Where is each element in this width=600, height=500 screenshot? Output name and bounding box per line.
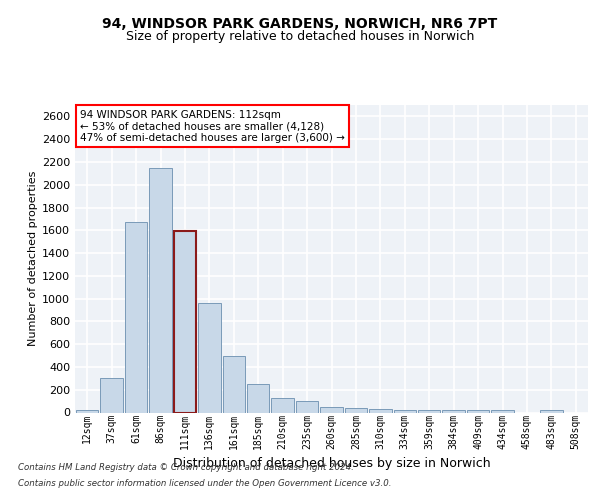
Text: 94 WINDSOR PARK GARDENS: 112sqm
← 53% of detached houses are smaller (4,128)
47%: 94 WINDSOR PARK GARDENS: 112sqm ← 53% of… <box>80 110 345 143</box>
Text: Size of property relative to detached houses in Norwich: Size of property relative to detached ho… <box>126 30 474 43</box>
Bar <box>247 384 269 412</box>
Y-axis label: Number of detached properties: Number of detached properties <box>28 171 38 346</box>
Bar <box>394 410 416 412</box>
Bar <box>467 410 490 412</box>
Bar <box>418 410 440 412</box>
Bar <box>442 410 465 412</box>
Text: Contains HM Land Registry data © Crown copyright and database right 2024.: Contains HM Land Registry data © Crown c… <box>18 464 354 472</box>
Bar <box>198 303 221 412</box>
Bar <box>491 410 514 412</box>
Text: Contains public sector information licensed under the Open Government Licence v3: Contains public sector information licen… <box>18 478 392 488</box>
Bar <box>271 398 294 412</box>
Bar <box>76 410 98 412</box>
Bar <box>223 356 245 412</box>
Bar <box>369 409 392 412</box>
Bar <box>125 222 148 412</box>
Bar <box>344 408 367 412</box>
Bar <box>296 401 319 412</box>
Text: 94, WINDSOR PARK GARDENS, NORWICH, NR6 7PT: 94, WINDSOR PARK GARDENS, NORWICH, NR6 7… <box>103 18 497 32</box>
X-axis label: Distribution of detached houses by size in Norwich: Distribution of detached houses by size … <box>173 458 490 470</box>
Bar <box>173 232 196 412</box>
Bar <box>100 378 123 412</box>
Bar <box>320 407 343 412</box>
Bar <box>149 168 172 412</box>
Bar <box>540 410 563 412</box>
